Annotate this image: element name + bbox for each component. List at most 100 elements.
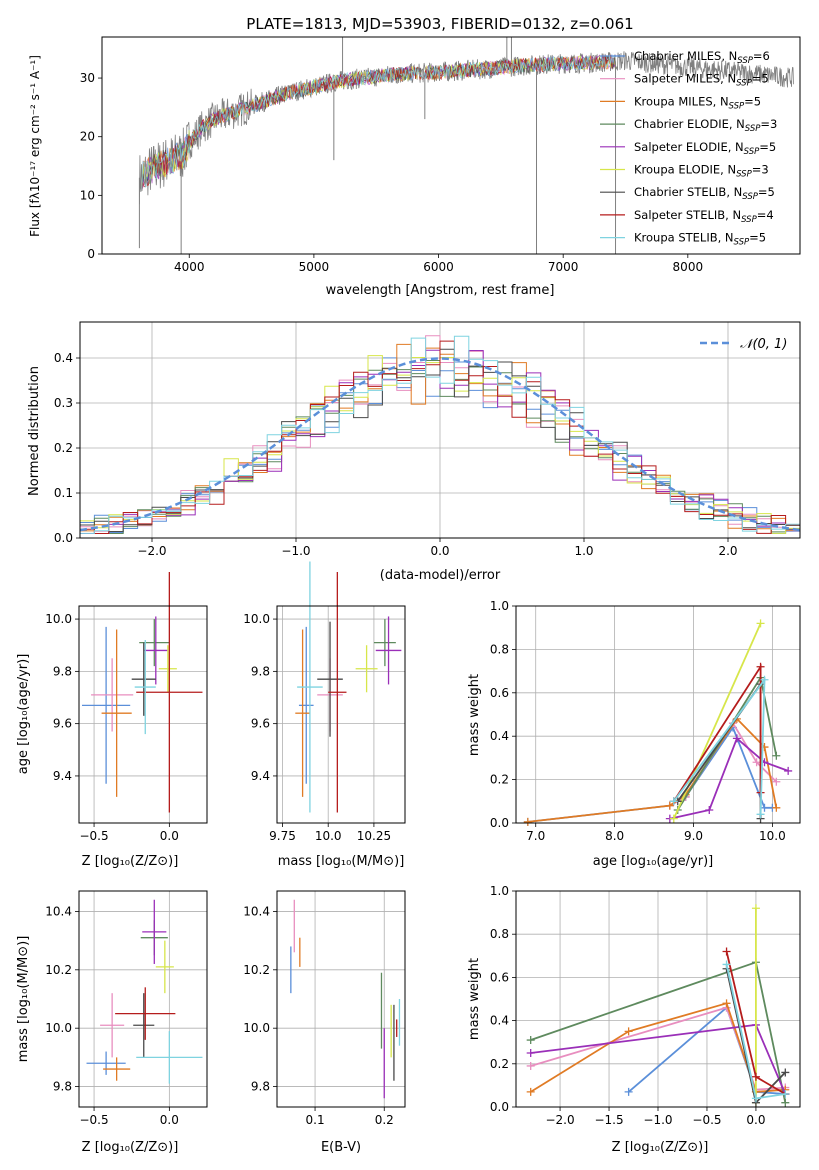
weight-marker-3 — [772, 751, 781, 760]
weight-marker-7 — [751, 1072, 760, 1081]
x-tick-label: −0.5 — [79, 1113, 108, 1127]
weight-marker-4 — [705, 805, 714, 814]
y-tick-label: 0.2 — [54, 441, 73, 455]
y-tick-label: 10 — [80, 188, 95, 202]
y-tick-label: 1.0 — [490, 884, 509, 898]
y-tick-label: 9.8 — [251, 664, 270, 678]
weight-marker-2 — [624, 1027, 633, 1036]
x-tick-label: 7.0 — [526, 829, 545, 843]
spectrum-xlabel: wavelength [Angstrom, rest frame] — [326, 283, 555, 298]
y-tick-label: 10.2 — [243, 963, 270, 977]
mass-vs-ebv-panel: 0.1 0.2 9.8 10.0 10.2 10.4 — [243, 890, 406, 1127]
x-tick-label: 7000 — [548, 260, 579, 274]
residual-histogram-8 — [80, 335, 800, 534]
x-tick-label: −2.0 — [545, 1113, 574, 1127]
y-tick-label: 10.0 — [45, 1021, 72, 1035]
y-tick-label: 0.1 — [54, 486, 73, 500]
weight-marker-4 — [526, 1049, 535, 1057]
panel-frame — [515, 605, 801, 824]
weight-marker-2 — [665, 801, 674, 810]
x-tick-label: −1.0 — [643, 1113, 672, 1127]
legend-label: Chabrier STELIB, NSSP=5 — [634, 185, 775, 202]
weight-marker-8 — [781, 1090, 790, 1099]
residual-histograms — [79, 335, 801, 534]
gaussian-curve — [79, 357, 801, 532]
mw-age-ylabel: mass weight — [467, 674, 482, 756]
residual-xlabel: (data-model)/error — [380, 568, 501, 583]
y-tick-label: 0.4 — [490, 729, 509, 743]
gaussian-legend: 𝒩(0, 1) — [700, 337, 787, 352]
weight-marker-5 — [756, 619, 765, 628]
weight-marker-8 — [751, 1094, 760, 1103]
weight-marker-4 — [732, 734, 741, 743]
legend-label: Salpeter STELIB, NSSP=4 — [634, 208, 774, 225]
weight-marker-8 — [756, 810, 765, 819]
weight-marker-7 — [722, 947, 731, 956]
y-tick-label: 0.0 — [54, 531, 73, 545]
x-tick-label: 4000 — [174, 260, 205, 274]
y-tick-label: 0.2 — [490, 773, 509, 787]
mass-vs-z-xlabel: Z [log₁₀(Z/Z⊙)] — [82, 1140, 179, 1155]
legend-label: Chabrier ELODIE, NSSP=3 — [634, 117, 777, 134]
residual-ylabel: Normed distribution — [27, 366, 42, 496]
x-tick-label: 1.0 — [574, 544, 593, 558]
weight-marker-1 — [526, 1061, 535, 1070]
x-tick-label: 0.0 — [430, 544, 449, 558]
model-spectrum-8 — [141, 54, 616, 191]
y-tick-label: 9.8 — [53, 1080, 72, 1094]
panel-frame — [276, 605, 406, 824]
x-tick-label: −1.5 — [594, 1113, 623, 1127]
y-tick-label: 0.3 — [54, 396, 73, 410]
weight-marker-1 — [772, 777, 781, 786]
x-tick-label: 0.0 — [160, 1113, 179, 1127]
x-tick-label: 0.2 — [375, 1113, 394, 1127]
x-tick-label: −0.5 — [79, 829, 108, 843]
legend-label: Kroupa STELIB, NSSP=5 — [634, 231, 766, 248]
y-tick-label: 0.0 — [490, 816, 509, 830]
x-tick-label: 2.0 — [718, 544, 737, 558]
y-tick-label: 0.4 — [490, 1014, 509, 1028]
weight-marker-2 — [772, 803, 781, 812]
weight-marker-8 — [722, 960, 731, 969]
weight-marker-2 — [722, 999, 731, 1008]
x-tick-label: 10.0 — [315, 829, 342, 843]
y-tick-label: 20 — [80, 130, 95, 144]
x-tick-label: 0.0 — [746, 1113, 765, 1127]
y-tick-label: 10.0 — [243, 612, 270, 626]
mass-weight-vs-age-panel: 7.0 8.0 9.0 10.0 0.0 0.2 0.4 0.6 0.8 1.0 — [490, 599, 801, 843]
y-tick-label: 0.6 — [490, 970, 509, 984]
x-tick-label: −2.0 — [137, 544, 166, 558]
y-tick-label: 0 — [87, 247, 95, 261]
mass-vs-z-panel: −0.5 0.0 9.8 10.0 10.2 10.4 — [45, 890, 208, 1127]
y-tick-label: 9.8 — [53, 664, 72, 678]
age-vs-z-ylabel: age [log₁₀(age/yr)] — [16, 654, 31, 775]
y-tick-label: 10.4 — [243, 904, 270, 918]
y-tick-label: 9.8 — [251, 1080, 270, 1094]
x-tick-label: 8000 — [673, 260, 704, 274]
x-tick-label: 0.0 — [160, 829, 179, 843]
mass-vs-z-ylabel: mass [log₁₀(M/M⊙)] — [16, 936, 31, 1063]
y-tick-label: 10.0 — [243, 1021, 270, 1035]
y-tick-label: 10.0 — [45, 612, 72, 626]
mw-z-xlabel: Z [log₁₀(Z/Z⊙)] — [612, 1140, 709, 1155]
y-tick-label: 10.4 — [45, 904, 72, 918]
x-tick-label: 8.0 — [605, 829, 624, 843]
spectrum-ylabel: Flux [fλ10⁻¹⁷ erg cm⁻² s⁻¹ A⁻¹] — [28, 55, 42, 237]
weight-marker-0 — [624, 1087, 633, 1096]
x-tick-label: 5000 — [299, 260, 330, 274]
weight-marker-8 — [760, 675, 769, 684]
panel-frame — [78, 605, 208, 824]
spectrum-ticks: 4000 5000 6000 7000 8000 0 10 20 30 — [80, 71, 703, 274]
weight-marker-5 — [751, 904, 760, 913]
weight-marker-3 — [781, 1098, 790, 1107]
mw-z-ylabel: mass weight — [467, 958, 482, 1040]
y-tick-label: 9.4 — [53, 769, 72, 783]
y-tick-label: 0.6 — [490, 686, 509, 700]
spectrum-panel: 4000 5000 6000 7000 8000 0 10 20 30 wavelength [… — [28, 36, 801, 298]
x-tick-label: −1.0 — [281, 544, 310, 558]
spectrum-legend: Chabrier MILES, NSSP=6 Salpeter MILES, NS… — [600, 49, 777, 248]
weight-marker-2 — [526, 1087, 535, 1096]
weight-marker-6 — [781, 1068, 790, 1077]
residual-panel: −2.0 −1.0 0.0 1.0 2.0 0.0 0.1 0.2 0.3 0.4 (data-m… — [27, 321, 801, 583]
